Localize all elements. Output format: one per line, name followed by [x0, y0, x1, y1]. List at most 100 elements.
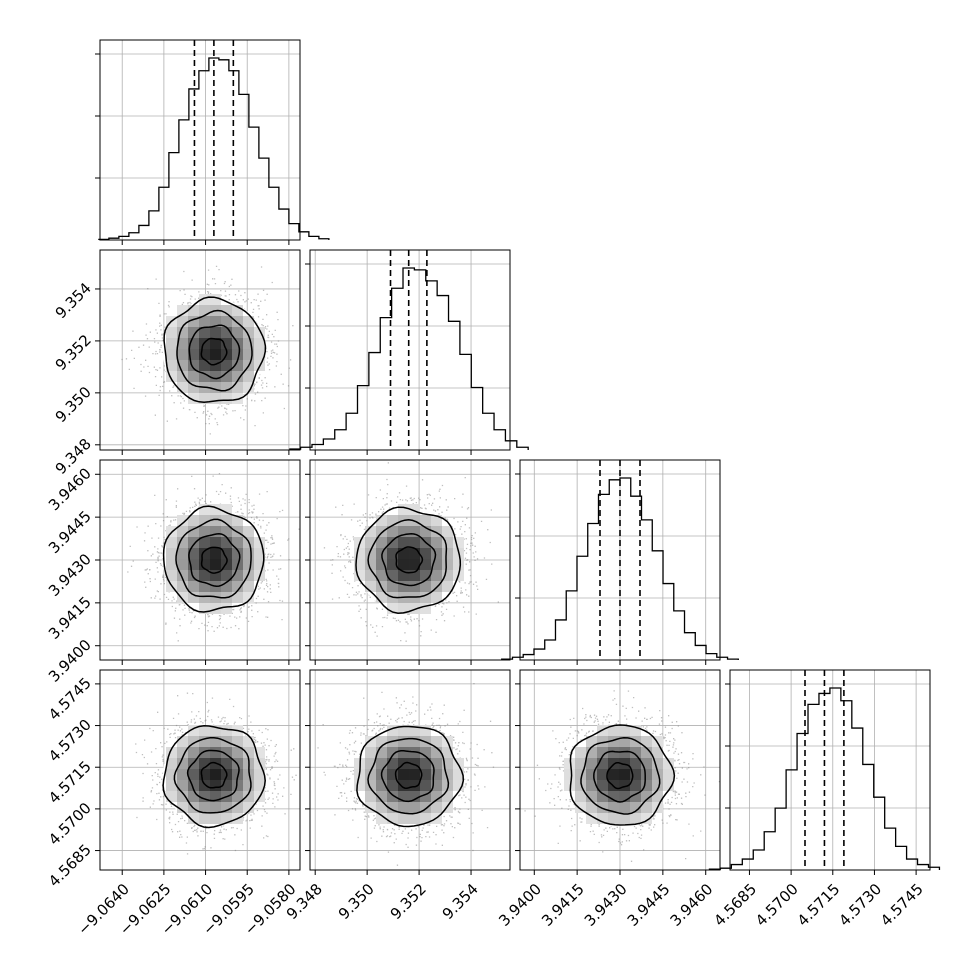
density-cell: [199, 360, 210, 371]
y-tick-label: 3.9445: [45, 507, 95, 557]
density-cell: [199, 570, 210, 581]
contour-1: [593, 750, 646, 803]
density-cell: [166, 349, 177, 360]
density-cell: [177, 537, 188, 548]
density-cell: [597, 813, 608, 824]
density-cell: [431, 526, 442, 537]
density-cell: [354, 559, 365, 570]
density-cell: [398, 780, 409, 791]
density-cell: [420, 592, 431, 603]
contour-0: [200, 761, 228, 789]
histogram-panel-1: [288, 249, 529, 455]
density-cell: [221, 382, 232, 393]
density-cell: [254, 780, 265, 791]
density-cell: [243, 581, 254, 592]
density-cell: [597, 780, 608, 791]
density-cell: [420, 769, 431, 780]
contour-2: [175, 518, 252, 599]
contour-2: [173, 736, 252, 814]
contour-2: [176, 309, 253, 392]
density-cell: [177, 747, 188, 758]
density-cell: [365, 570, 376, 581]
density-group: [127, 473, 300, 642]
density-cell: [232, 393, 243, 404]
density-cell: [387, 526, 398, 537]
density-cell: [398, 791, 409, 802]
density-cell: [420, 813, 431, 824]
density-cell: [221, 780, 232, 791]
density-cell: [177, 570, 188, 581]
density-cell: [442, 570, 453, 581]
density-cell: [232, 360, 243, 371]
density-cell: [575, 747, 586, 758]
density-cell: [177, 371, 188, 382]
density-cell: [232, 570, 243, 581]
density-cell: [398, 603, 409, 614]
density-cell: [365, 537, 376, 548]
scatter-panel-3-1: [305, 669, 511, 875]
density-cell: [597, 802, 608, 813]
density-cell: [210, 393, 221, 404]
density-cell: [166, 338, 177, 349]
density-cell: [254, 327, 265, 338]
density-cell: [387, 725, 398, 736]
contour-1: [381, 533, 437, 587]
density-cell: [232, 592, 243, 603]
density-cell: [254, 769, 265, 780]
density-cell: [597, 769, 608, 780]
density-cell: [365, 736, 376, 747]
density-cell: [431, 570, 442, 581]
density-cell: [442, 559, 453, 570]
density-cell: [232, 736, 243, 747]
density-cell: [210, 327, 221, 338]
density-cell: [188, 592, 199, 603]
density-cell: [221, 802, 232, 813]
y-tick-label: 9.350: [52, 383, 95, 426]
density-cell: [641, 813, 652, 824]
density-cell: [177, 305, 188, 316]
density-cell: [188, 780, 199, 791]
density-cell: [420, 603, 431, 614]
density-cell: [630, 725, 641, 736]
density-cell: [586, 813, 597, 824]
density-cell: [376, 780, 387, 791]
density-cell: [409, 548, 420, 559]
density-cell: [387, 780, 398, 791]
panel-frame: [519, 669, 721, 871]
density-cell: [210, 382, 221, 393]
density-group: [524, 690, 720, 862]
x-tick-label: 4.5745: [877, 880, 927, 930]
density-cell: [177, 349, 188, 360]
density-cell: [453, 537, 464, 548]
density-cell: [564, 769, 575, 780]
density-cell: [663, 769, 674, 780]
contour-2: [367, 519, 448, 599]
density-cell: [453, 769, 464, 780]
contour-2: [367, 737, 450, 815]
density-cell: [652, 769, 663, 780]
density-cell: [254, 349, 265, 360]
density-cell: [453, 780, 464, 791]
density-cell: [365, 559, 376, 570]
y-tick-label: 4.5700: [45, 799, 95, 849]
panels-layer: [95, 39, 941, 875]
density-cell: [575, 791, 586, 802]
density-cell: [199, 780, 210, 791]
density-cell: [630, 802, 641, 813]
density-cell: [166, 559, 177, 570]
density-cell: [365, 548, 376, 559]
density-cell: [210, 769, 221, 780]
density-cell: [210, 736, 221, 747]
density-cell: [420, 559, 431, 570]
density-cell: [166, 537, 177, 548]
density-cell: [210, 802, 221, 813]
density-cell: [210, 559, 221, 570]
density-cell: [398, 725, 409, 736]
density-cell: [641, 802, 652, 813]
density-cell: [431, 548, 442, 559]
y-tick-label: 4.5715: [45, 757, 95, 807]
density-cell: [619, 769, 630, 780]
panel-frame: [309, 459, 511, 661]
density-cell: [442, 747, 453, 758]
